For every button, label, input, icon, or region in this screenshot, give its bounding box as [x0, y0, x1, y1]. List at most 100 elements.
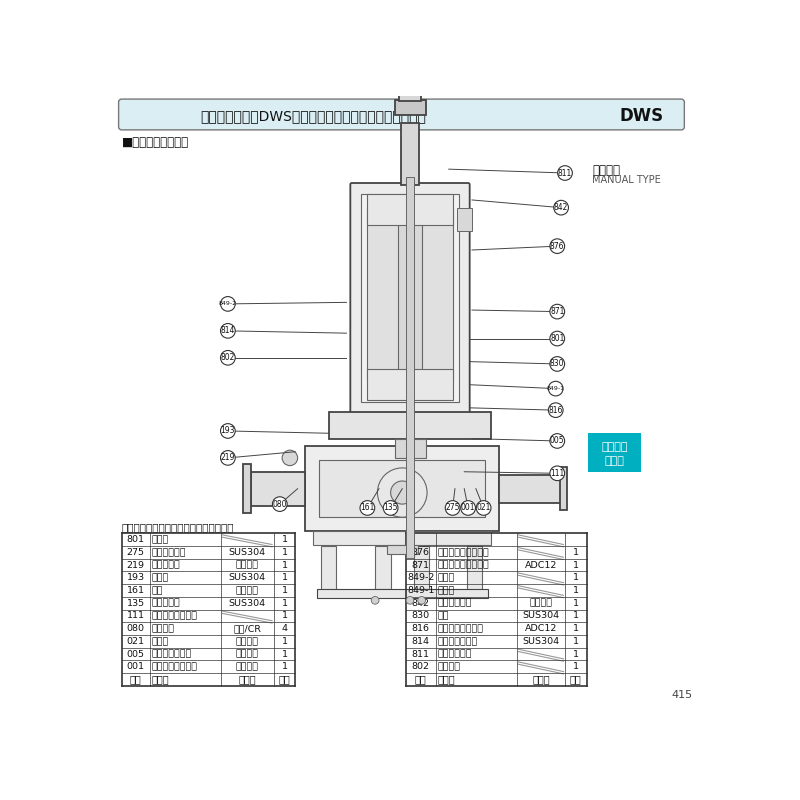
- Bar: [403, 73, 417, 86]
- Text: 193: 193: [221, 426, 235, 435]
- Text: 1: 1: [573, 637, 579, 646]
- Text: 811: 811: [412, 650, 430, 658]
- Text: 中間ケーシング: 中間ケーシング: [152, 650, 192, 658]
- Bar: [367, 194, 453, 225]
- Text: 816: 816: [549, 406, 563, 414]
- Text: 1: 1: [282, 637, 287, 646]
- Text: 871: 871: [550, 307, 565, 316]
- Text: 1: 1: [573, 624, 579, 633]
- Text: 080: 080: [126, 624, 145, 633]
- Text: 注）　主軸材料はポンプ側を示します。: 注） 主軸材料はポンプ側を示します。: [122, 522, 234, 533]
- Text: 注油栓: 注油栓: [152, 574, 169, 582]
- Text: 羽根車: 羽根車: [152, 637, 169, 646]
- Text: 814: 814: [412, 637, 430, 646]
- Text: SUS304: SUS304: [229, 598, 266, 608]
- Circle shape: [548, 403, 563, 418]
- Text: 1: 1: [573, 574, 579, 582]
- Bar: [499, 475, 561, 502]
- Circle shape: [378, 468, 427, 517]
- Text: 汚水汚物: 汚水汚物: [602, 442, 628, 452]
- Bar: [367, 370, 453, 400]
- Text: 1: 1: [282, 535, 287, 544]
- Circle shape: [550, 331, 565, 346]
- Text: 135: 135: [126, 598, 145, 608]
- Text: 275: 275: [126, 548, 145, 557]
- Bar: [361, 194, 459, 402]
- Circle shape: [558, 166, 572, 180]
- Circle shape: [550, 239, 565, 254]
- Text: ゴム/CR: ゴム/CR: [234, 624, 262, 633]
- Text: 水中ケーブル: 水中ケーブル: [438, 650, 472, 658]
- Circle shape: [360, 501, 374, 515]
- Circle shape: [221, 350, 235, 365]
- Bar: [466, 546, 482, 593]
- Text: 849-1: 849-1: [407, 586, 434, 595]
- Text: 080: 080: [273, 499, 287, 509]
- Text: 275: 275: [446, 503, 460, 513]
- Text: 羽根裸座金: 羽根裸座金: [152, 598, 181, 608]
- Text: 番号: 番号: [130, 674, 142, 685]
- Text: 811: 811: [558, 169, 572, 178]
- Circle shape: [550, 357, 565, 371]
- Text: 合成樹脂: 合成樹脂: [236, 586, 258, 595]
- Text: ADC12: ADC12: [525, 561, 557, 570]
- Text: 135: 135: [383, 503, 398, 513]
- Text: 合成樹脂: 合成樹脂: [236, 662, 258, 671]
- Text: 842: 842: [412, 598, 430, 608]
- Text: SUS304: SUS304: [229, 574, 266, 582]
- Circle shape: [383, 501, 398, 515]
- Text: 1: 1: [573, 650, 579, 658]
- Text: 849-2: 849-2: [407, 574, 434, 582]
- Bar: [375, 546, 390, 589]
- Text: ADC12: ADC12: [525, 624, 557, 633]
- Circle shape: [554, 200, 569, 215]
- Text: 電動機焼損防止装置: 電動機焼損防止装置: [438, 548, 490, 557]
- Text: SUS304: SUS304: [522, 637, 559, 646]
- Text: ステータ: ステータ: [438, 662, 461, 671]
- Text: 814: 814: [221, 326, 235, 335]
- Text: 802: 802: [412, 662, 430, 671]
- Bar: [406, 177, 414, 558]
- Text: 1: 1: [573, 561, 579, 570]
- Bar: [317, 589, 487, 598]
- Text: 001: 001: [461, 503, 475, 513]
- Text: 842: 842: [554, 203, 568, 212]
- Text: 主軸: 主軸: [438, 611, 450, 621]
- Text: 合成樹脂: 合成樹脂: [236, 637, 258, 646]
- Circle shape: [221, 323, 235, 338]
- Text: DWS: DWS: [619, 107, 663, 125]
- Text: 合成樹脂: 合成樹脂: [236, 650, 258, 658]
- Circle shape: [390, 481, 414, 504]
- Text: 羽根車ボルト: 羽根車ボルト: [152, 548, 186, 557]
- Circle shape: [550, 434, 565, 448]
- Text: 801: 801: [550, 334, 565, 343]
- Text: 1: 1: [573, 598, 579, 608]
- Text: 4: 4: [282, 624, 287, 633]
- Text: 161: 161: [360, 503, 374, 513]
- Text: 水処理: 水処理: [605, 456, 625, 466]
- Text: 1: 1: [573, 548, 579, 557]
- Bar: [319, 460, 485, 517]
- Text: 219: 219: [126, 561, 145, 570]
- Text: 番号: 番号: [415, 674, 426, 685]
- Text: 005: 005: [550, 437, 565, 446]
- Circle shape: [273, 497, 287, 511]
- Circle shape: [476, 501, 491, 515]
- Bar: [329, 412, 491, 438]
- Text: SUS304: SUS304: [229, 548, 266, 557]
- Text: 部品名: 部品名: [152, 674, 170, 685]
- Text: 電動機フレーム: 電動機フレーム: [438, 637, 478, 646]
- Text: 1: 1: [282, 586, 287, 595]
- Text: 1: 1: [282, 611, 287, 621]
- Text: 816: 816: [412, 624, 430, 633]
- Bar: [394, 100, 426, 115]
- Bar: [457, 208, 472, 230]
- Text: 001: 001: [126, 662, 145, 671]
- Text: 合成樹脂: 合成樹脂: [530, 598, 553, 608]
- Text: 1: 1: [282, 574, 287, 582]
- Bar: [398, 208, 422, 396]
- Circle shape: [221, 450, 235, 466]
- Text: 801: 801: [126, 535, 145, 544]
- Text: ポンプ脚: ポンプ脚: [152, 624, 175, 633]
- Text: 非自動形: 非自動形: [592, 164, 620, 177]
